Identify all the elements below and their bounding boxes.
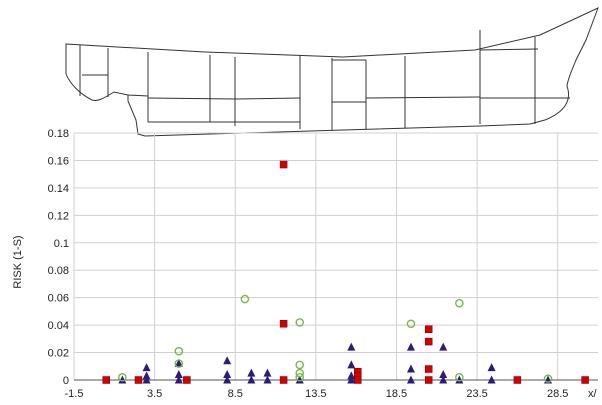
data-point-square	[513, 376, 522, 384]
data-point-triangle	[142, 375, 151, 384]
tick-labels: 0 0.02 0.04 0.06 0.08 0.1 0.12 0.14 0.16 0.18 -1.5…	[48, 128, 569, 400]
data-point-circle	[406, 319, 416, 329]
y-tick-label: 0.1	[54, 238, 69, 250]
data-point-circle	[543, 374, 553, 383]
data-point-circle	[455, 298, 464, 308]
data-point-square	[424, 376, 433, 384]
data-point-circle	[118, 372, 127, 382]
data-point-square	[279, 376, 288, 384]
data-point-triangle	[439, 370, 448, 379]
data-point-square	[424, 337, 433, 346]
data-point-square	[279, 160, 288, 169]
data-point-square	[424, 365, 433, 373]
data-point-triangle	[295, 375, 304, 384]
y-tick-label: 0.16	[48, 155, 69, 167]
ship-compartment-line	[365, 96, 481, 99]
data-point-square	[279, 319, 288, 328]
x-tick-label: 8.5	[228, 388, 243, 400]
data-point-square	[581, 376, 589, 384]
y-tick-label: 0.12	[48, 210, 69, 222]
data-point-triangle	[174, 375, 183, 384]
y-tick-label: 0.08	[48, 265, 69, 277]
x-tick-label: -1.5	[65, 388, 84, 400]
data-point-triangle	[174, 359, 183, 368]
data-point-triangle	[347, 342, 356, 351]
data-point-triangle	[406, 375, 415, 384]
ship-compartment-line	[479, 48, 539, 51]
x-axis-label: x/	[588, 388, 598, 400]
data-point-square	[424, 325, 433, 333]
data-point-triangle	[247, 375, 256, 384]
data-point-circle	[295, 368, 305, 378]
x-tick-label: 13.5	[305, 388, 326, 400]
y-tick-label: 0.06	[48, 293, 69, 305]
data-point-triangle	[487, 363, 496, 372]
y-tick-label: 0.04	[48, 320, 69, 332]
data-point-triangle	[142, 371, 151, 380]
data-point-triangle	[263, 368, 272, 377]
data-point-square	[134, 376, 143, 384]
data-point-circle	[455, 372, 464, 382]
data-point-circle	[295, 318, 305, 327]
data-point-square	[102, 376, 110, 384]
data-point-triangle	[142, 363, 151, 372]
data-point-triangle	[174, 370, 183, 379]
y-tick-label: 0.18	[48, 128, 69, 140]
data-point-triangle	[223, 370, 232, 379]
y-tick-label: 0.14	[48, 183, 69, 195]
ship-compartment-line	[234, 97, 301, 100]
data-point-triangle	[263, 375, 272, 384]
data-point-circle	[174, 346, 184, 356]
data-point-triangle	[455, 375, 464, 384]
x-tick-label: 23.5	[466, 388, 487, 400]
ship-hull-profile-icon	[65, 7, 599, 137]
ship-compartment-line	[127, 94, 149, 97]
data-point-triangle	[247, 368, 256, 377]
y-axis-label: RISK (1-S)	[12, 235, 24, 288]
y-tick-label: 0	[63, 375, 69, 387]
x-tick-label: 18.5	[386, 388, 407, 400]
data-point-triangle	[439, 342, 448, 351]
data-point-circle	[240, 294, 250, 304]
data-point-circle	[295, 360, 305, 370]
data-point-triangle	[223, 356, 232, 365]
data-points	[102, 160, 589, 384]
data-point-triangle	[439, 375, 448, 384]
data-point-triangle	[347, 375, 356, 384]
data-point-triangle	[347, 371, 356, 380]
x-tick-label: 3.5	[147, 388, 162, 400]
data-point-triangle	[406, 364, 415, 373]
y-tick-label: 0.02	[48, 348, 69, 360]
ship-compartment-line	[147, 97, 236, 100]
x-tick-label: 28.5	[547, 388, 568, 400]
data-point-triangle	[118, 375, 127, 384]
data-point-triangle	[487, 375, 496, 384]
data-point-square	[183, 376, 191, 384]
data-point-triangle	[223, 375, 232, 384]
data-point-square	[354, 376, 362, 384]
data-point-circle	[295, 372, 305, 382]
data-point-triangle	[347, 360, 356, 369]
data-point-triangle	[406, 342, 415, 351]
ship-hull-outline	[65, 7, 599, 137]
data-point-circle	[174, 359, 184, 368]
grid	[73, 132, 598, 381]
